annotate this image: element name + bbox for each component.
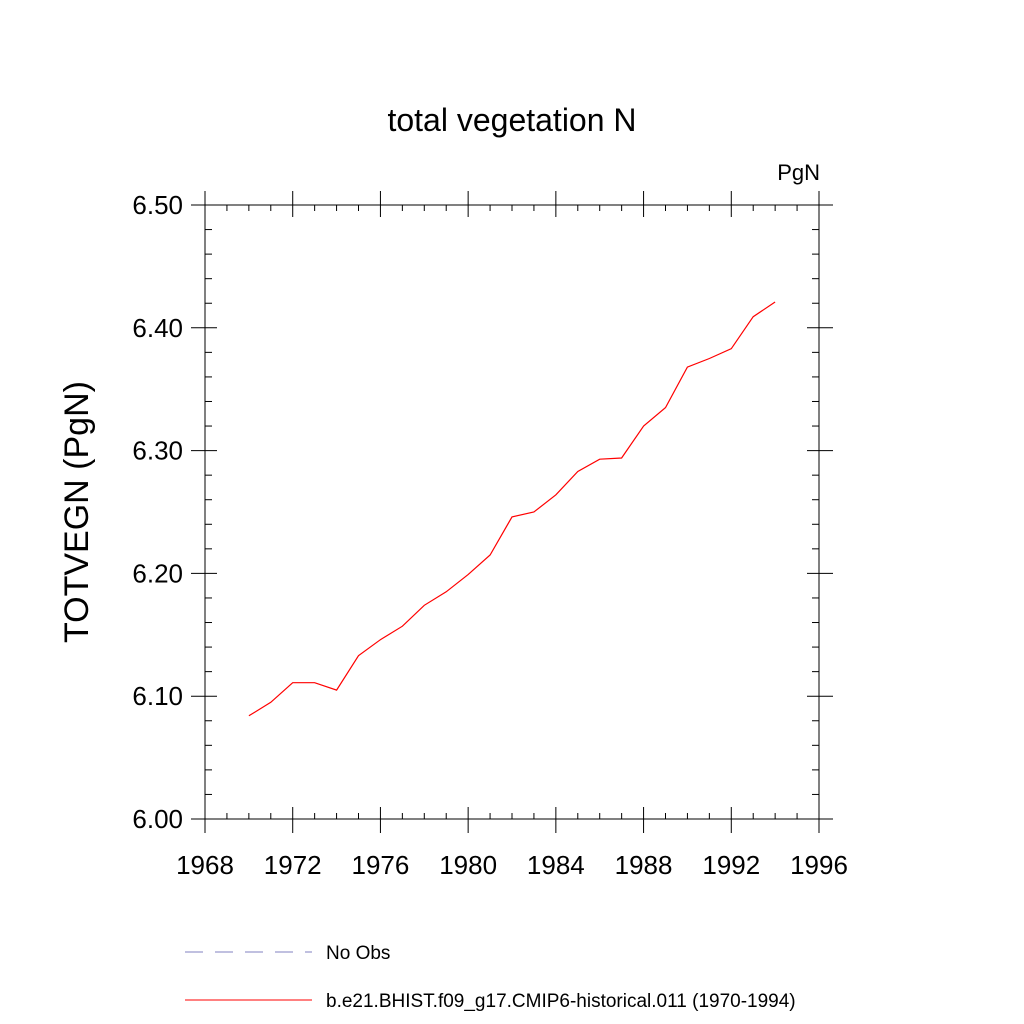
x-axis-ticks: 1968 1972 1976 1980 1984 1988 1992 1996 [176, 191, 848, 880]
y-tick-label: 6.10 [132, 681, 183, 711]
series-line [248, 301, 776, 717]
x-tick-label: 1976 [352, 850, 410, 880]
plot-frame [204, 204, 820, 820]
y-tick-label: 6.00 [132, 804, 183, 834]
y-tick-label: 6.20 [132, 558, 183, 588]
y-tick-label: 6.40 [132, 313, 183, 343]
series-layer [248, 301, 776, 717]
y-tick-label: 6.50 [132, 190, 183, 220]
x-tick-label: 1968 [176, 850, 234, 880]
legend: No Obs b.e21.BHIST.f09_g17.CMIP6-historic… [185, 943, 796, 1012]
x-tick-label: 1996 [790, 850, 848, 880]
x-tick-label: 1972 [264, 850, 322, 880]
chart-title: total vegetation N [387, 102, 636, 138]
legend-label: No Obs [326, 943, 390, 964]
x-tick-label: 1984 [527, 850, 585, 880]
units-label: PgN [777, 160, 820, 185]
y-tick-label: 6.30 [132, 436, 183, 466]
x-tick-label: 1988 [615, 850, 673, 880]
x-tick-label: 1992 [702, 850, 760, 880]
x-tick-label: 1980 [439, 850, 497, 880]
y-axis-label: TOTVEGN (PgN) [58, 381, 96, 643]
legend-label: b.e21.BHIST.f09_g17.CMIP6-historical.011… [326, 991, 796, 1012]
y-axis-ticks: 6.00 6.10 6.20 6.30 6.40 6.50 [132, 190, 833, 834]
